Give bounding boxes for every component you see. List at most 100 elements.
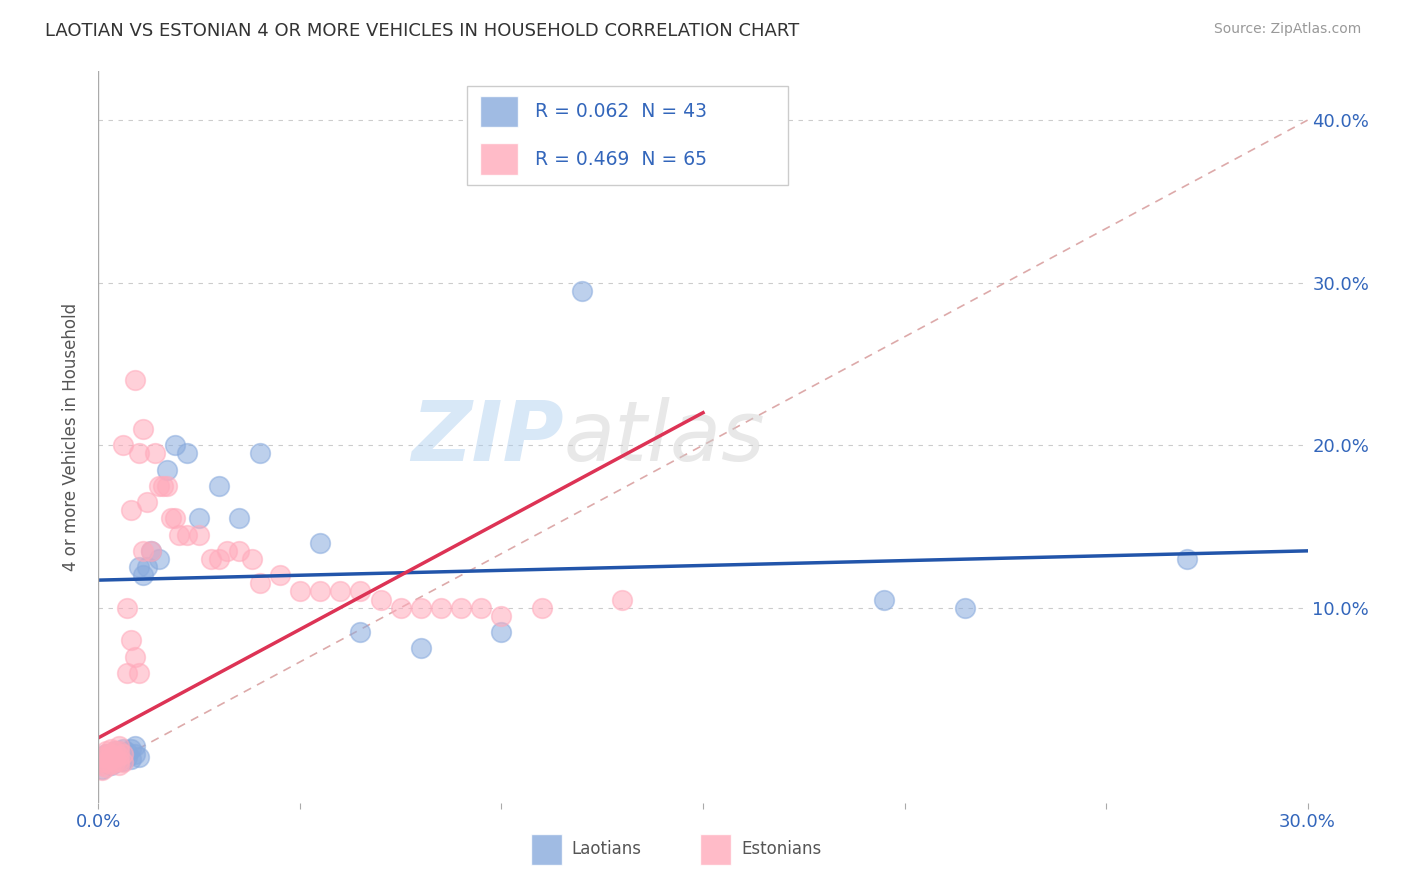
Point (124, 747, 146, 761)
Point (103, 744, 125, 758)
Point (111, 747, 134, 761)
Point (132, 422, 155, 436)
Point (96, 747, 118, 761)
Point (124, 649, 146, 664)
Point (269, 568, 291, 582)
Point (228, 544, 250, 558)
Point (96, 744, 118, 758)
Text: LAOTIAN VS ESTONIAN 4 OR MORE VEHICLES IN HOUSEHOLD CORRELATION CHART: LAOTIAN VS ESTONIAN 4 OR MORE VEHICLES I… (45, 22, 799, 40)
Point (309, 535, 332, 549)
Point (176, 527, 198, 541)
Point (120, 752, 142, 766)
Point (156, 479, 179, 493)
Point (200, 552, 222, 566)
Point (612, 592, 634, 607)
Point (107, 754, 129, 768)
Point (91, 750, 114, 764)
Text: ZIP: ZIP (412, 397, 564, 477)
Point (409, 600, 432, 615)
Point (115, 750, 138, 764)
Point (96, 755, 118, 769)
Point (91, 750, 114, 764)
Point (115, 600, 138, 615)
Point (107, 744, 129, 758)
Point (309, 584, 332, 599)
Point (96, 750, 118, 764)
Point (953, 600, 976, 615)
Point (135, 495, 157, 509)
Point (115, 746, 138, 760)
Point (148, 479, 170, 493)
Point (370, 592, 392, 607)
Point (107, 750, 129, 764)
Point (111, 755, 134, 769)
Point (103, 750, 125, 764)
Point (111, 438, 134, 452)
Point (208, 479, 231, 493)
Point (389, 600, 412, 615)
Point (103, 752, 125, 766)
Point (217, 544, 239, 558)
Point (228, 511, 250, 525)
Text: Source: ZipAtlas.com: Source: ZipAtlas.com (1213, 22, 1361, 37)
Y-axis label: 4 or more Vehicles in Household: 4 or more Vehicles in Household (62, 303, 80, 571)
Point (107, 758, 129, 772)
Point (571, 284, 593, 298)
Point (156, 462, 179, 476)
Point (349, 625, 371, 640)
Point (329, 584, 352, 599)
Point (163, 438, 186, 452)
Point (96, 747, 118, 761)
Point (288, 584, 311, 599)
Point (208, 552, 231, 566)
Point (148, 552, 170, 566)
Point (132, 568, 155, 582)
Point (100, 758, 122, 772)
Point (349, 584, 371, 599)
Point (124, 739, 146, 753)
Point (188, 511, 211, 525)
Point (100, 750, 122, 764)
Point (103, 755, 125, 769)
Point (100, 756, 122, 771)
Point (107, 754, 129, 768)
Point (530, 600, 553, 615)
Point (107, 739, 129, 753)
Point (103, 755, 125, 769)
Point (139, 544, 162, 558)
Point (188, 527, 211, 541)
Point (124, 373, 146, 387)
Point (163, 511, 186, 525)
Point (135, 560, 157, 574)
Point (91, 758, 114, 772)
Point (152, 479, 174, 493)
Point (91, 764, 114, 778)
Point (91, 762, 114, 776)
Point (143, 446, 166, 460)
Point (100, 752, 122, 766)
Point (450, 600, 472, 615)
Point (100, 747, 122, 761)
Point (128, 560, 150, 574)
Text: atlas: atlas (564, 397, 766, 477)
Point (107, 744, 129, 758)
Point (120, 742, 142, 756)
Point (111, 748, 134, 763)
Point (132, 544, 155, 558)
Point (120, 503, 142, 517)
Point (249, 576, 271, 591)
Point (249, 446, 271, 460)
Point (1175, 552, 1198, 566)
Point (111, 742, 134, 756)
Point (120, 633, 142, 648)
Point (128, 750, 150, 764)
Point (107, 748, 129, 763)
Point (160, 511, 183, 525)
Point (176, 446, 198, 460)
Point (873, 592, 896, 607)
Point (128, 665, 150, 680)
Point (128, 446, 150, 460)
Point (96, 755, 118, 769)
Point (167, 527, 190, 541)
Point (470, 600, 492, 615)
